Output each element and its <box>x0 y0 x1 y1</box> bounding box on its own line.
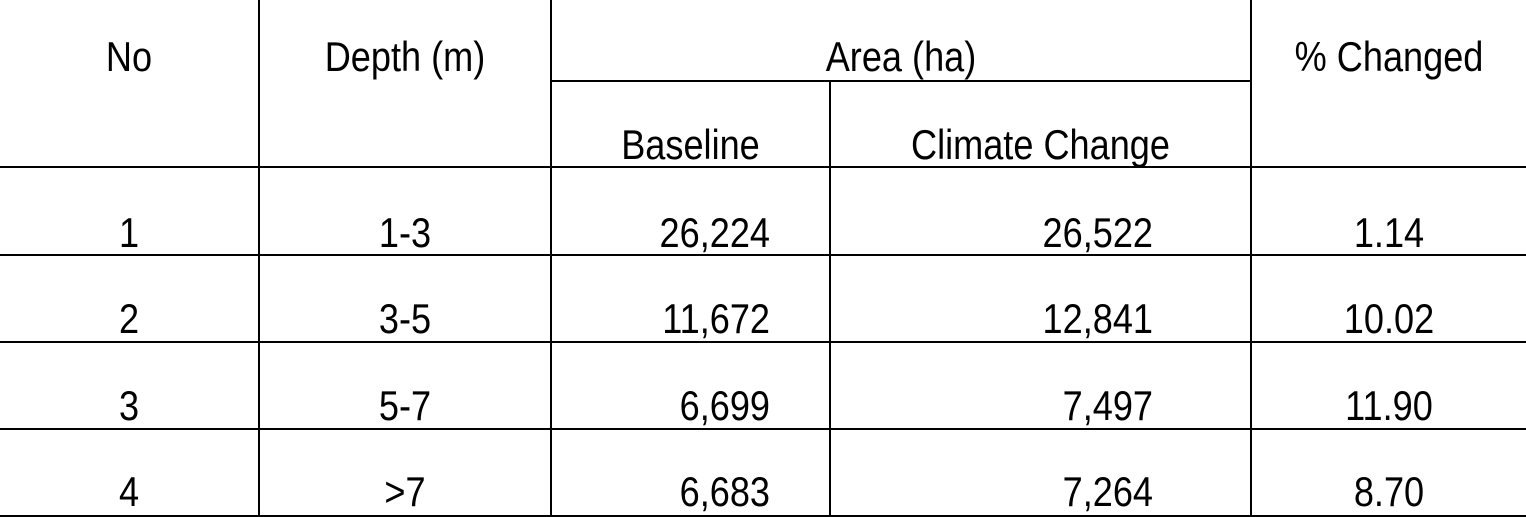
row-2-no: 2 <box>118 295 140 342</box>
row-2-depth: 3-5 <box>378 295 432 342</box>
table-bottom-rule <box>0 515 1526 517</box>
column-divider-2 <box>550 0 552 517</box>
row-4-pct-changed: 8.70 <box>1353 468 1425 515</box>
row-3-pct-changed: 11.90 <box>1345 382 1433 429</box>
row-4-climate-change: 7,264 <box>1062 468 1153 515</box>
header-baseline: Baseline <box>621 121 760 168</box>
row-4-no: 4 <box>118 468 140 515</box>
row-4-baseline: 6,683 <box>679 468 770 515</box>
row-3-depth: 5-7 <box>378 382 432 429</box>
row-1-baseline: 26,224 <box>659 209 770 256</box>
row-2-climate-change: 12,841 <box>1042 295 1153 342</box>
header-no: No <box>105 33 153 80</box>
row-2-baseline: 11,672 <box>662 295 770 342</box>
column-divider-4 <box>1250 0 1252 517</box>
column-divider-3 <box>829 82 831 517</box>
column-divider-1 <box>258 0 260 517</box>
row-1-pct-changed: 1.14 <box>1353 209 1425 256</box>
row-2-pct-changed: 10.02 <box>1343 295 1435 342</box>
row-rule-1 <box>0 254 1526 256</box>
header-depth: Depth (m) <box>324 33 486 80</box>
row-3-no: 3 <box>118 382 140 429</box>
header-area: Area (ha) <box>825 33 977 80</box>
row-3-baseline: 6,699 <box>679 382 770 429</box>
row-3-climate-change: 7,497 <box>1062 382 1153 429</box>
header-pct-changed: % Changed <box>1294 33 1484 80</box>
row-rule-2 <box>0 341 1526 343</box>
row-rule-3 <box>0 428 1526 430</box>
row-1-no: 1 <box>118 209 140 256</box>
row-4-depth: >7 <box>384 468 426 515</box>
header-bottom-rule <box>0 166 1526 168</box>
row-1-climate-change: 26,522 <box>1042 209 1153 256</box>
area-subheader-rule <box>550 80 1252 82</box>
row-1-depth: 1-3 <box>378 209 432 256</box>
header-climate-change: Climate Change <box>910 121 1170 168</box>
